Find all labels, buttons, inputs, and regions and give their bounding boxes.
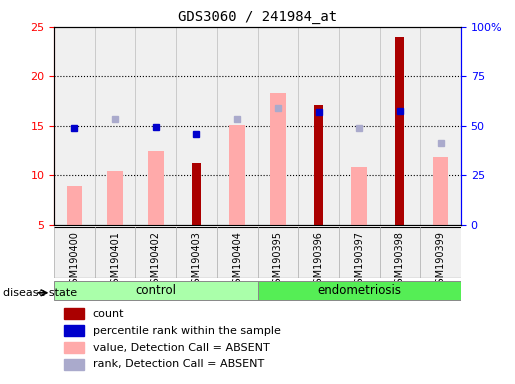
- Bar: [54, 27, 95, 225]
- Bar: [298, 27, 339, 225]
- Text: GSM190397: GSM190397: [354, 231, 364, 290]
- Text: value, Detection Call = ABSENT: value, Detection Call = ABSENT: [93, 343, 269, 353]
- Bar: [339, 27, 380, 225]
- Bar: [433, 157, 449, 225]
- Text: GSM190402: GSM190402: [151, 231, 161, 290]
- Text: GSM190400: GSM190400: [70, 231, 79, 290]
- Bar: [229, 125, 245, 225]
- Bar: [64, 325, 84, 336]
- Text: disease state: disease state: [3, 288, 77, 298]
- Text: control: control: [135, 285, 176, 297]
- Bar: [64, 308, 84, 319]
- Text: GSM190395: GSM190395: [273, 231, 283, 290]
- Bar: [54, 281, 258, 300]
- Text: GSM190396: GSM190396: [314, 231, 323, 290]
- Text: GSM190398: GSM190398: [395, 231, 405, 290]
- Text: percentile rank within the sample: percentile rank within the sample: [93, 326, 281, 336]
- Bar: [176, 227, 217, 278]
- Bar: [148, 151, 164, 225]
- Bar: [176, 27, 217, 225]
- Bar: [107, 171, 123, 225]
- Bar: [298, 227, 339, 278]
- Text: GSM190403: GSM190403: [192, 231, 201, 290]
- Text: GSM190401: GSM190401: [110, 231, 120, 290]
- Bar: [217, 27, 258, 225]
- Bar: [258, 227, 298, 278]
- Bar: [351, 167, 367, 225]
- Text: endometriosis: endometriosis: [317, 285, 401, 297]
- Bar: [258, 27, 298, 225]
- Bar: [192, 163, 201, 225]
- Bar: [258, 281, 461, 300]
- Title: GDS3060 / 241984_at: GDS3060 / 241984_at: [178, 10, 337, 25]
- Text: GSM190404: GSM190404: [232, 231, 242, 290]
- Bar: [64, 342, 84, 353]
- Bar: [396, 37, 404, 225]
- Bar: [339, 227, 380, 278]
- Bar: [135, 227, 176, 278]
- Bar: [135, 27, 176, 225]
- Bar: [64, 359, 84, 370]
- Bar: [420, 227, 461, 278]
- Bar: [217, 227, 258, 278]
- Bar: [270, 93, 286, 225]
- Text: GSM190399: GSM190399: [436, 231, 445, 290]
- Bar: [380, 27, 420, 225]
- Bar: [380, 227, 420, 278]
- Bar: [420, 27, 461, 225]
- Text: count: count: [93, 309, 124, 319]
- Bar: [95, 227, 135, 278]
- Text: rank, Detection Call = ABSENT: rank, Detection Call = ABSENT: [93, 359, 264, 369]
- Bar: [66, 186, 82, 225]
- Bar: [314, 105, 323, 225]
- Bar: [54, 227, 95, 278]
- Bar: [95, 27, 135, 225]
